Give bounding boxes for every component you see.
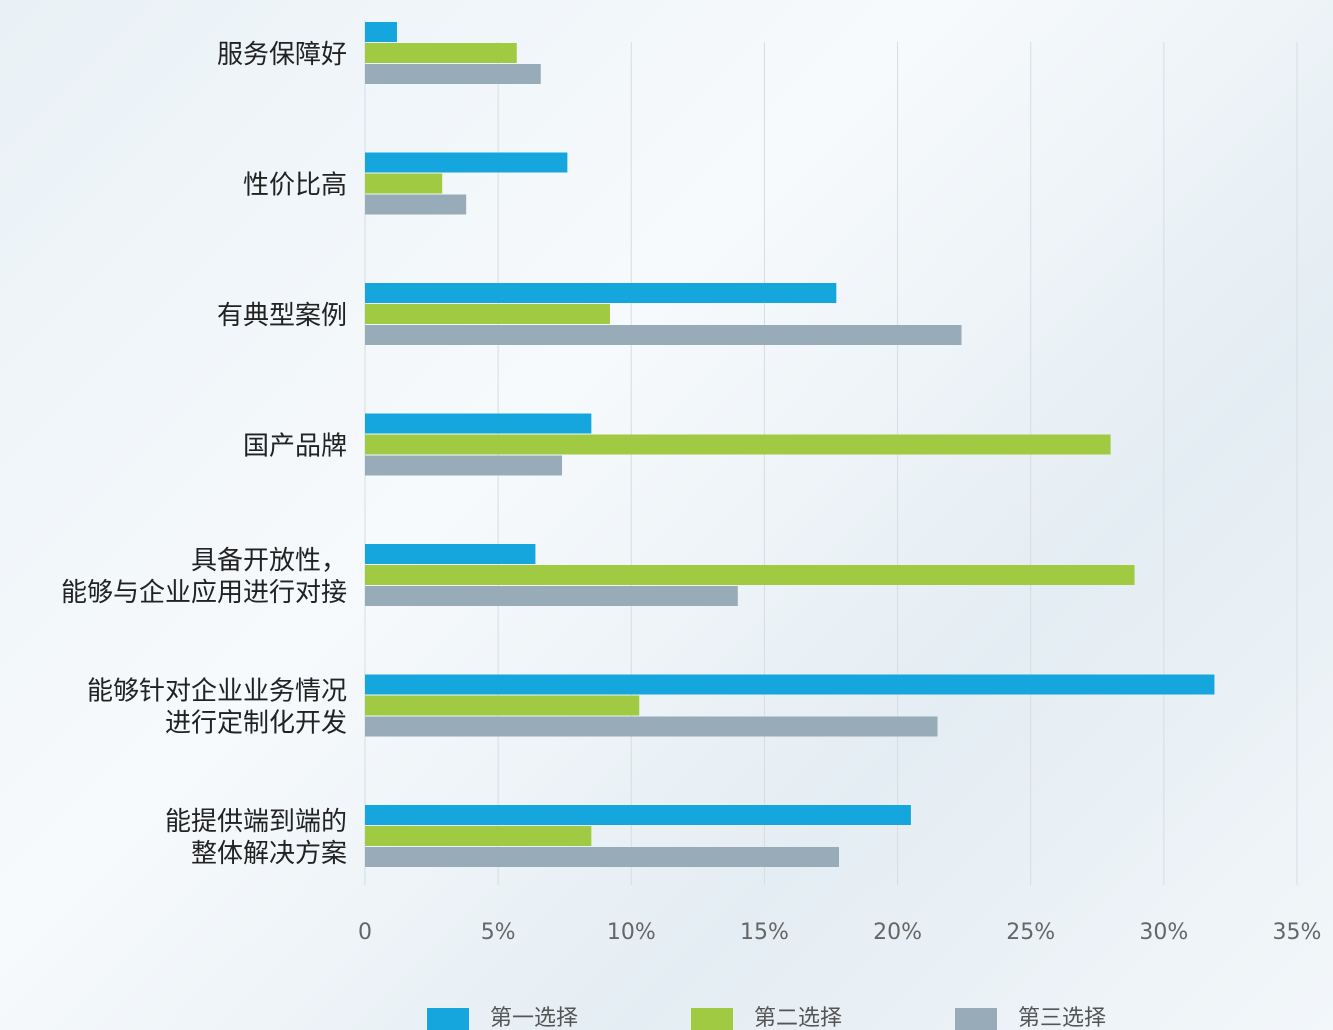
x-tick-label: 20% [873,920,922,945]
x-tick-label: 5% [481,920,516,945]
bar [365,434,1111,455]
category-label: 具备开放性， [191,546,347,576]
bar [365,455,563,476]
legend-label: 第二选择 [754,1006,842,1030]
legend-swatch [427,1008,469,1030]
bar [365,194,467,215]
legend-label: 第一选择 [490,1006,578,1030]
category-label: 能够针对企业业务情况 [87,677,347,707]
bar [365,64,541,84]
bar [365,826,592,846]
bar [365,173,443,194]
bar [365,565,1135,585]
bar [365,152,568,173]
bar [365,695,640,716]
x-tick-label: 10% [607,920,656,945]
category-label: 服务保障好 [217,40,347,70]
category-label: 国产品牌 [243,432,347,462]
bar [365,674,1215,695]
bar [365,716,938,737]
bar [365,805,911,825]
x-tick-label: 25% [1006,920,1055,945]
bar [365,325,962,345]
bar [365,22,397,42]
legend-label: 第三选择 [1018,1006,1106,1030]
category-label: 进行定制化开发 [165,709,347,739]
x-tick-label: 0 [358,920,372,945]
x-tick-label: 30% [1139,920,1188,945]
bar [365,847,839,867]
bar [365,43,517,63]
bar [365,304,610,324]
legend-swatch [691,1008,733,1030]
bar [365,413,592,434]
bar [365,283,837,303]
bar [365,586,738,606]
x-tick-label: 35% [1273,920,1322,945]
x-tick-label: 15% [740,920,789,945]
category-label: 能提供端到端的 [165,807,347,837]
legend-swatch [955,1008,997,1030]
category-label: 整体解决方案 [191,839,347,869]
category-label: 有典型案例 [217,301,347,331]
category-label: 能够与企业应用进行对接 [61,578,347,608]
bar [365,544,536,564]
category-label: 性价比高 [243,171,347,201]
